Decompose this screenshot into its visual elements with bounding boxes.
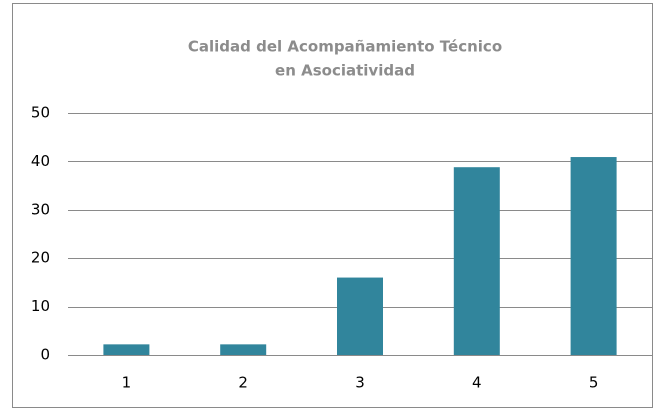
chart-title: en Asociatividad [275,62,415,80]
bar [337,277,383,355]
chart-title: Calidad del Acompañamiento Técnico [188,38,502,56]
x-tick-label: 4 [472,374,482,392]
bar [220,344,267,355]
chart-frame [12,3,653,408]
y-tick-label: 30 [31,200,50,218]
y-tick-label: 0 [40,346,50,364]
bar [103,344,150,355]
bar [570,157,617,355]
x-tick-label: 2 [238,374,248,392]
y-tick-label: 40 [31,152,50,170]
y-tick-label: 10 [31,297,50,315]
x-tick-label: 1 [122,374,132,392]
x-tick-label: 5 [589,374,599,392]
y-tick-label: 20 [31,249,50,267]
y-tick-label: 50 [31,104,50,122]
x-tick-label: 3 [355,374,365,392]
bar [453,167,500,355]
